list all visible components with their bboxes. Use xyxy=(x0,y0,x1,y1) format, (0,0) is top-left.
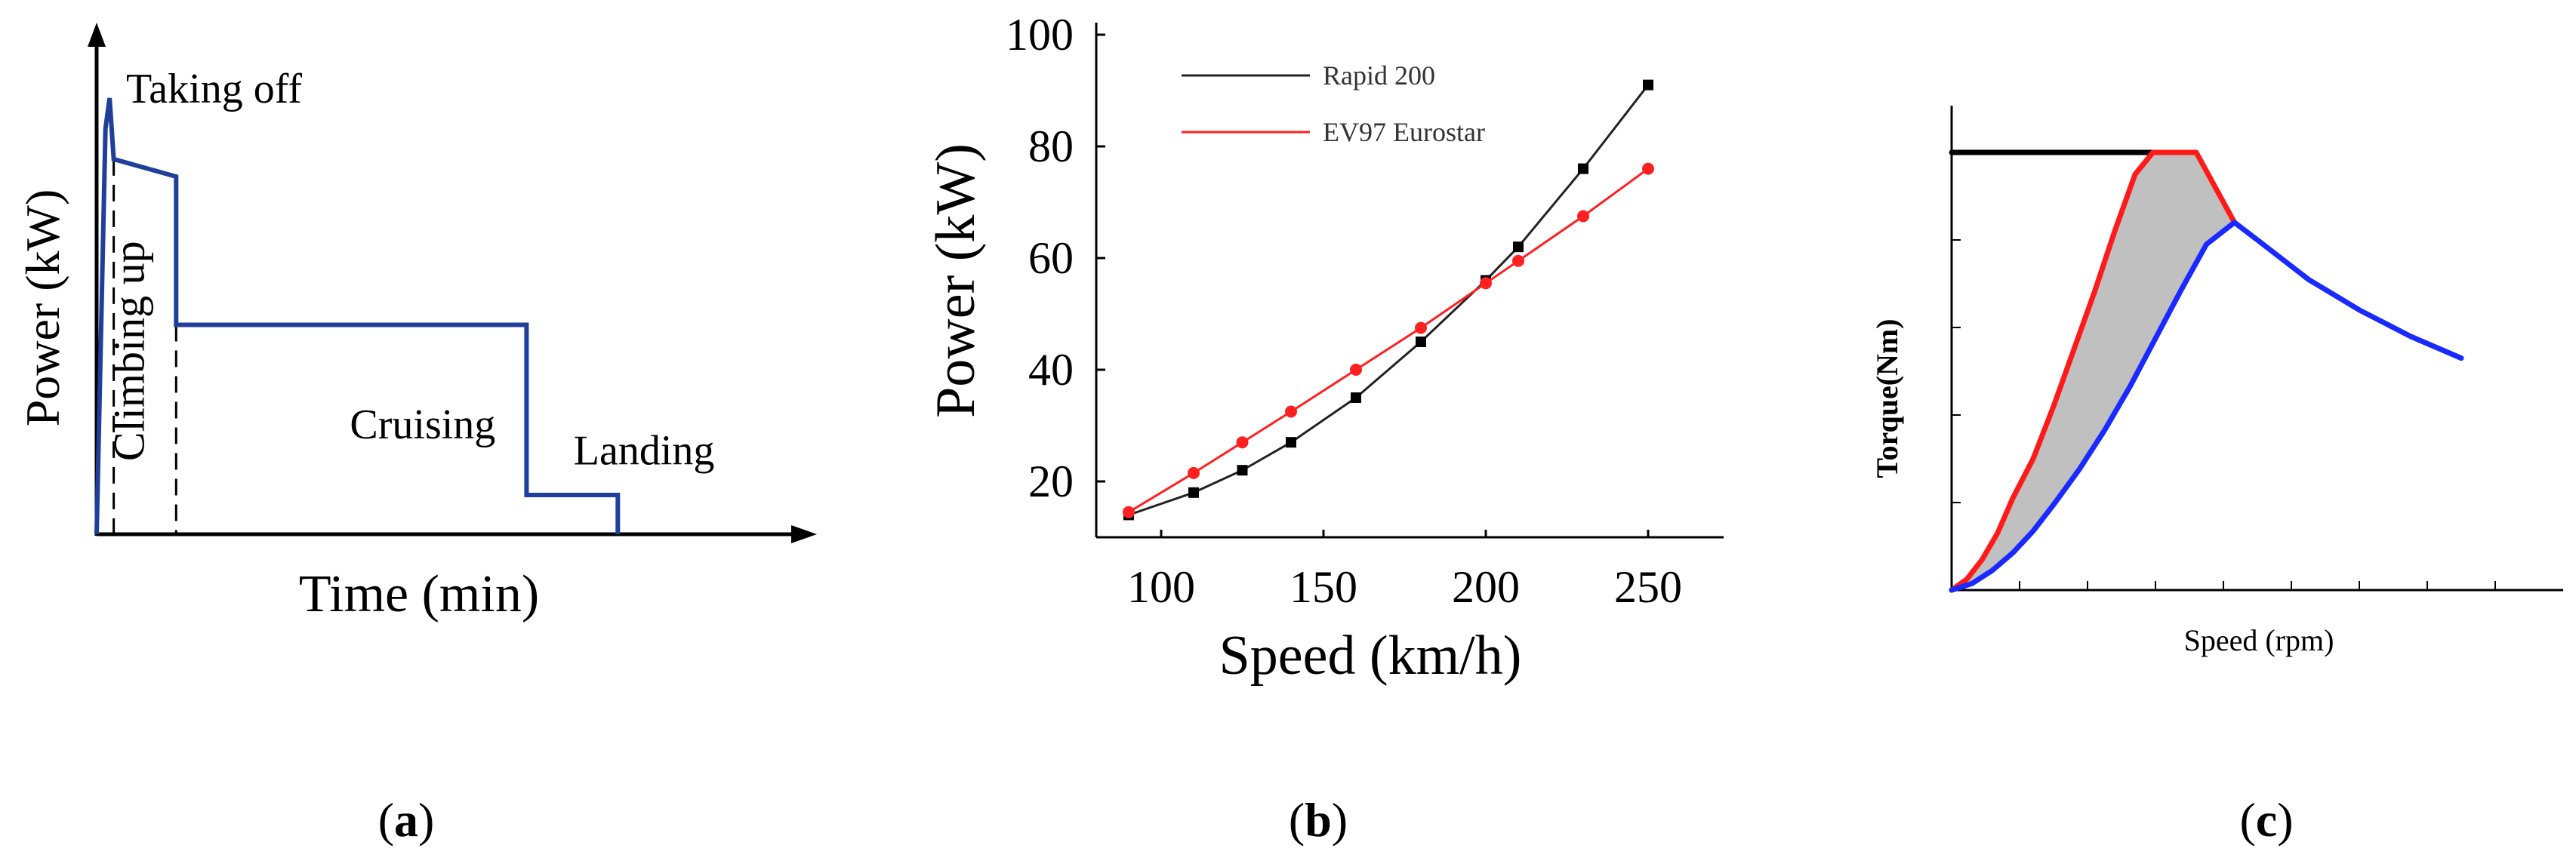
panel-b-x-tick-label-200: 200 xyxy=(1452,562,1520,612)
panel-b-x-axis-label: Speed (km/h) xyxy=(1219,625,1522,687)
panel-c-shaded-region xyxy=(1952,152,2235,590)
panel-b-point-ev97-eurostar-200 xyxy=(1480,277,1492,290)
panel-b-point-rapid-200-160 xyxy=(1351,392,1361,403)
panel-b-point-rapid-200-110 xyxy=(1188,487,1199,498)
panel-a-annotation-taking-off: Taking off xyxy=(126,66,302,112)
panel-c-x-axis-label: Speed (rpm) xyxy=(2184,623,2334,657)
panel-b-point-ev97-eurostar-180 xyxy=(1415,321,1427,334)
panel-a-annotation-landing: Landing xyxy=(574,428,715,475)
panel-b-x-tick-label-150: 150 xyxy=(1290,562,1357,612)
panel-b-point-rapid-200-180 xyxy=(1416,337,1426,347)
panel-b-x-tick-label-100: 100 xyxy=(1127,562,1195,612)
panel-b-point-rapid-200-140 xyxy=(1286,437,1296,448)
panel-b-line-rapid-200 xyxy=(1128,84,1650,516)
panel-a-y-axis-arrow xyxy=(88,23,106,47)
panel-b-point-rapid-200-210 xyxy=(1513,241,1524,253)
panel-b-chart: 100 150 200 250 20 40 60 80 100 Rapid 200 EV97 E… xyxy=(925,10,1724,847)
panel-b-point-ev97-eurostar-90 xyxy=(1123,506,1135,518)
panel-c-chart: Torque(Nm) Speed (rpm) (c) xyxy=(1870,106,2563,847)
panel-c-y-axis-label: Torque(Nm) xyxy=(1870,318,1904,478)
panel-a-annotation-cruising: Cruising xyxy=(350,401,495,448)
panel-b-y-tick-label-100: 100 xyxy=(1006,10,1074,60)
panel-b-x-tick-label-250: 250 xyxy=(1614,562,1682,612)
panel-b-point-ev97-eurostar-160 xyxy=(1350,364,1362,376)
panel-b-point-ev97-eurostar-250 xyxy=(1642,162,1654,175)
panel-b-point-ev97-eurostar-110 xyxy=(1188,466,1200,479)
panel-a-x-axis-arrow xyxy=(791,525,817,543)
legend-label-ev97-eurostar: EV97 Eurostar xyxy=(1323,117,1485,147)
panel-a-power-profile-line xyxy=(94,97,621,535)
panel-c-caption: (c) xyxy=(2239,793,2293,847)
panel-b-point-rapid-200-250 xyxy=(1643,79,1653,91)
panel-b-y-tick-label-60: 60 xyxy=(1028,233,1074,283)
legend-label-rapid-200: Rapid 200 xyxy=(1323,60,1435,91)
panel-b-point-rapid-200-230 xyxy=(1578,163,1588,174)
panel-b-line-ev97-eurostar xyxy=(1128,168,1649,513)
panel-a-y-axis-label: Power (kW) xyxy=(16,189,69,427)
panel-a-annotation-climbing-up: Climbing up xyxy=(104,241,153,461)
panel-b-caption: (b) xyxy=(1289,793,1348,847)
panel-b-y-axis-label: Power (kW) xyxy=(925,143,987,418)
panel-b-y-tick-label-40: 40 xyxy=(1028,345,1074,395)
panel-a-caption: (a) xyxy=(378,793,435,847)
panel-b-y-tick-label-20: 20 xyxy=(1028,457,1074,506)
panel-b-point-ev97-eurostar-230 xyxy=(1577,210,1589,223)
panel-a-x-axis-label: Time (min) xyxy=(299,565,539,623)
panel-b-point-ev97-eurostar-140 xyxy=(1285,405,1297,418)
panel-a-chart: Taking off Climbing up Cruising Landing Pow… xyxy=(16,23,817,847)
panel-c-blue-curve xyxy=(1949,220,2464,593)
panel-c-red-envelope xyxy=(1949,149,2238,593)
panel-b-point-ev97-eurostar-125 xyxy=(1236,436,1249,449)
panel-b-point-rapid-200-125 xyxy=(1237,465,1248,476)
panel-b-y-tick-label-80: 80 xyxy=(1028,121,1074,171)
panel-b-legend: Rapid 200 EV97 Eurostar xyxy=(1182,60,1485,147)
panel-b-point-ev97-eurostar-210 xyxy=(1512,254,1524,267)
